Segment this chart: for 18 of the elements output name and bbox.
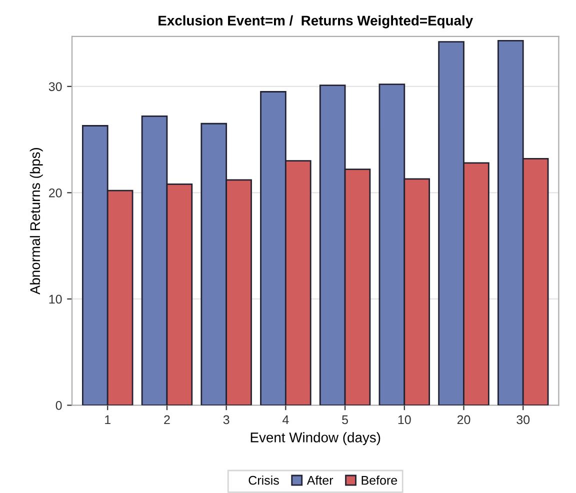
y-tick-label: 20 xyxy=(49,188,62,198)
x-tick-label: 4 xyxy=(282,415,289,424)
x-tick-label: 3 xyxy=(223,415,230,424)
x-tick-label: 1 xyxy=(105,415,110,424)
legend-label: Before xyxy=(362,476,398,485)
y-tick-label: 30 xyxy=(48,82,62,92)
chart-title: Exclusion Event=m / Returns Weighted=Equaly xyxy=(158,15,473,28)
x-tick-label: 2 xyxy=(164,415,170,424)
x-tick-label: 30 xyxy=(516,415,530,424)
x-tick-label: 5 xyxy=(342,415,348,424)
x-tick-label: 20 xyxy=(457,415,470,424)
y-axis-title: Abnormal Returns (bps) xyxy=(30,148,43,295)
y-tick-label: 0 xyxy=(56,401,62,410)
x-axis-title: Event Window (days) xyxy=(250,432,380,446)
y-tick-label: 10 xyxy=(49,294,62,304)
legend-label: After xyxy=(306,476,334,485)
legend-title: Crisis xyxy=(248,476,279,485)
x-tick-label: 10 xyxy=(398,415,411,424)
